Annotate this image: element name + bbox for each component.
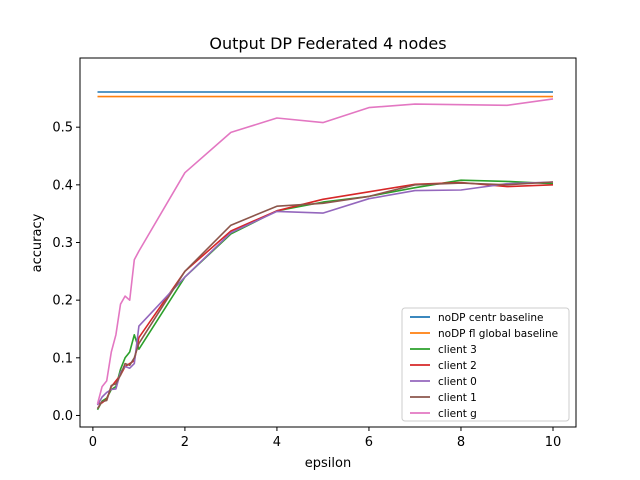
y-tick-label-1: 0.1	[52, 351, 73, 366]
x-tick-label-5: 10	[545, 435, 562, 450]
x-tick-label-1: 2	[181, 435, 189, 450]
y-axis-label: accuracy	[30, 213, 45, 272]
series-line-5	[96, 181, 554, 410]
legend-label-3: client 2	[438, 360, 477, 372]
y-tick-label-2: 0.2	[52, 294, 73, 309]
y-tick-label-5: 0.5	[52, 121, 73, 136]
legend-label-1: noDP fl global baseline	[438, 328, 558, 340]
series-line-4	[96, 181, 554, 406]
legend: noDP centr baseline noDP fl global baseli…	[401, 307, 570, 422]
y-tick-label-4: 0.4	[52, 178, 73, 193]
legend-label-2: client 3	[438, 344, 477, 356]
x-tick-label-3: 6	[365, 435, 373, 450]
legend-box	[401, 307, 570, 422]
x-tick-label-0: 0	[89, 435, 97, 450]
y-tick-label-3: 0.3	[52, 236, 73, 251]
series-line-6	[96, 98, 554, 405]
y-axis-ticks: 0.0 0.1 0.2 0.3 0.4 0.5	[52, 121, 80, 424]
legend-label-4: client 0	[438, 376, 477, 388]
legend-label-0: noDP centr baseline	[438, 312, 543, 324]
x-axis-label: epsilon	[305, 456, 351, 471]
x-tick-label-4: 8	[457, 435, 465, 450]
x-axis-ticks: 0 2 4 6 8 10	[89, 427, 562, 450]
y-tick-label-0: 0.0	[52, 409, 73, 424]
plot-lines	[96, 91, 554, 411]
x-tick-label-2: 4	[273, 435, 281, 450]
legend-label-5: client 1	[438, 392, 477, 404]
legend-label-6: client g	[438, 408, 477, 420]
chart-title: Output DP Federated 4 nodes	[209, 34, 446, 53]
